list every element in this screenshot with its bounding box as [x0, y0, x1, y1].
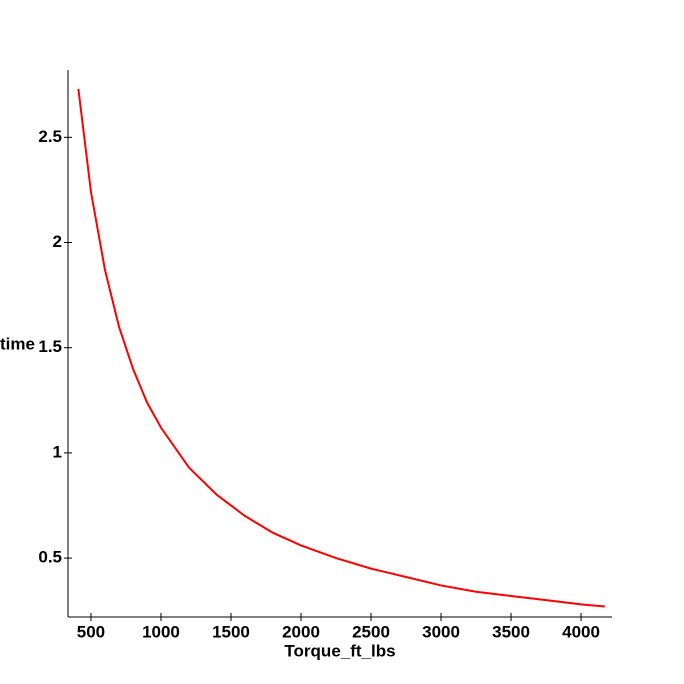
- x-tick-label: 1000: [142, 622, 180, 641]
- y-tick-label: 2.5: [38, 127, 62, 146]
- x-tick-label: 3000: [422, 622, 460, 641]
- x-tick-label: 3500: [492, 622, 530, 641]
- x-tick-label: 1500: [212, 622, 250, 641]
- x-tick-label: 500: [77, 622, 105, 641]
- x-tick-label: 2000: [282, 622, 320, 641]
- y-tick-label: 2: [53, 232, 62, 251]
- y-tick-label: 1.5: [38, 337, 62, 356]
- y-tick-label: 1: [53, 442, 62, 461]
- data-line: [77, 88, 605, 608]
- y-tick-label: 0.5: [38, 548, 62, 567]
- x-tick-label: 4000: [562, 622, 600, 641]
- x-axis-title: Torque_ft_lbs: [284, 641, 395, 660]
- y-axis-title: time: [0, 334, 35, 353]
- x-tick-label: 2500: [352, 622, 390, 641]
